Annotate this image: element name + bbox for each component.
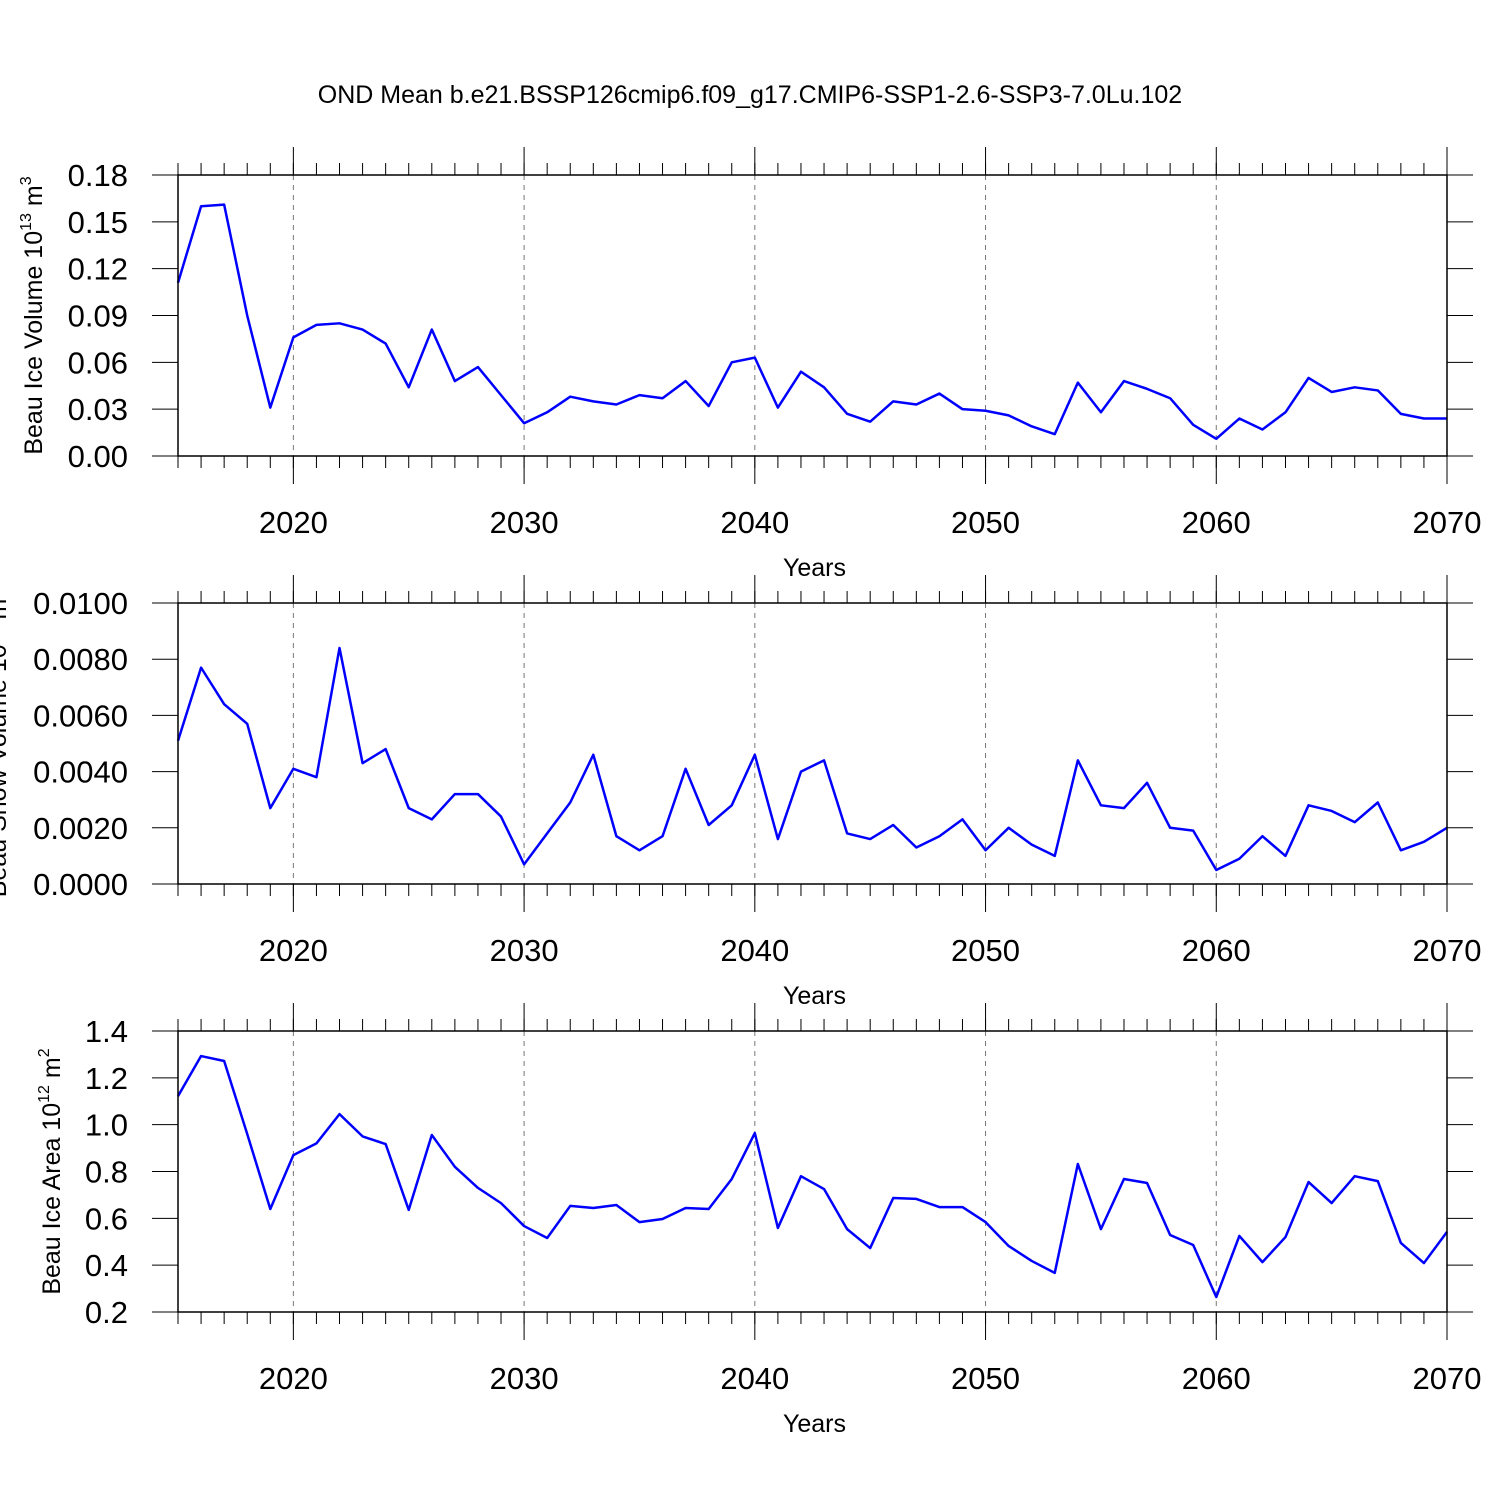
y-tick-label: 0.00: [68, 439, 128, 474]
y-tick-label: 0.6: [85, 1201, 128, 1236]
x-tick-label: 2020: [259, 1361, 328, 1396]
x-tick-label: 2040: [720, 933, 789, 968]
x-tick-label: 2060: [1182, 505, 1251, 540]
x-axis-title: Years: [783, 1410, 846, 1438]
x-tick-label: 2050: [951, 1361, 1020, 1396]
plot-frame: [177, 602, 1448, 885]
y-axis-title-unit: m: [38, 1057, 66, 1078]
y-tick-label: 1.0: [85, 1108, 128, 1143]
x-tick-label: 2050: [951, 505, 1020, 540]
y-tick-label: 0.0080: [33, 642, 128, 677]
y-tick-label: 0.09: [68, 299, 128, 334]
y-tick-label: 0.0040: [33, 755, 128, 790]
y-tick-label: 0.4: [85, 1248, 128, 1283]
panel: 2020 2030 2040 2050 2060 2070 0.00 0.03 0.06 0.09…: [18, 147, 1481, 582]
x-tick-label: 2070: [1413, 1361, 1482, 1396]
y-axis-title-unit-exp: 3: [18, 176, 35, 185]
x-tick-label: 2030: [490, 933, 559, 968]
y-axis-title-text: Beau Snow Volume 10: [0, 644, 12, 897]
x-tick-label: 2020: [259, 933, 328, 968]
x-tick-label: 2070: [1413, 933, 1482, 968]
y-tick-label: 0.0020: [33, 811, 128, 846]
x-tick-label: 2030: [490, 1361, 559, 1396]
y-tick-label: 0.0100: [33, 586, 128, 621]
y-axis-title-text: Beau Ice Area 10: [38, 1103, 66, 1295]
y-axis-title-text: Beau Ice Volume 10: [20, 231, 48, 455]
y-tick-label: 0.12: [68, 252, 128, 287]
y-tick-label: 0.15: [68, 205, 128, 240]
y-axis-title: Beau Ice Area 1012 m2: [36, 1048, 66, 1294]
y-axis-title-unit: m: [0, 599, 12, 620]
y-axis-title-exp: 13: [18, 213, 35, 231]
y-tick-label: 1.4: [85, 1014, 128, 1049]
x-tick-label: 2050: [951, 933, 1020, 968]
x-tick-label: 2060: [1182, 933, 1251, 968]
y-tick-label: 0.0060: [33, 698, 128, 733]
data-line: [176, 203, 1447, 441]
y-tick-label: 0.2: [85, 1295, 128, 1330]
plot-frame: [177, 1030, 1448, 1313]
x-tick-label: 2070: [1413, 505, 1482, 540]
plot-frame: [177, 174, 1448, 457]
panel: 2020 2030 2040 2050 2060 2070 0.2 0.4 0.6 0.8 1.0 1…: [36, 1003, 1481, 1438]
y-axis-title-unit: m: [20, 185, 48, 206]
y-axis-title-unit-exp: 2: [36, 1048, 53, 1057]
x-tick-label: 2040: [720, 505, 789, 540]
x-axis-title: Years: [783, 554, 846, 582]
x-tick-label: 2030: [490, 505, 559, 540]
y-tick-label: 0.06: [68, 345, 128, 380]
x-tick-label: 2040: [720, 1361, 789, 1396]
y-tick-label: 1.2: [85, 1061, 128, 1096]
x-tick-label: 2060: [1182, 1361, 1251, 1396]
x-axis-title: Years: [783, 982, 846, 1010]
figure-title: OND Mean b.e21.BSSP126cmip6.f09_g17.CMIP…: [318, 81, 1182, 109]
data-line: [176, 646, 1448, 872]
y-tick-label: 0.8: [85, 1155, 128, 1190]
y-tick-label: 0.03: [68, 392, 128, 427]
y-axis-title: Beau Ice Volume 1013 m3: [18, 176, 48, 454]
y-tick-label: 0.18: [68, 158, 128, 193]
x-tick-label: 2020: [259, 505, 328, 540]
y-tick-label: 0.0000: [33, 867, 128, 902]
data-line: [176, 1054, 1449, 1299]
y-axis-title-exp: 12: [36, 1085, 53, 1103]
panel: 2020 2030 2040 2050 2060 2070 0.0000 0.0020 0.00…: [0, 575, 1481, 1010]
y-axis-title: Beau Snow Volume 1013m3: [0, 590, 12, 898]
